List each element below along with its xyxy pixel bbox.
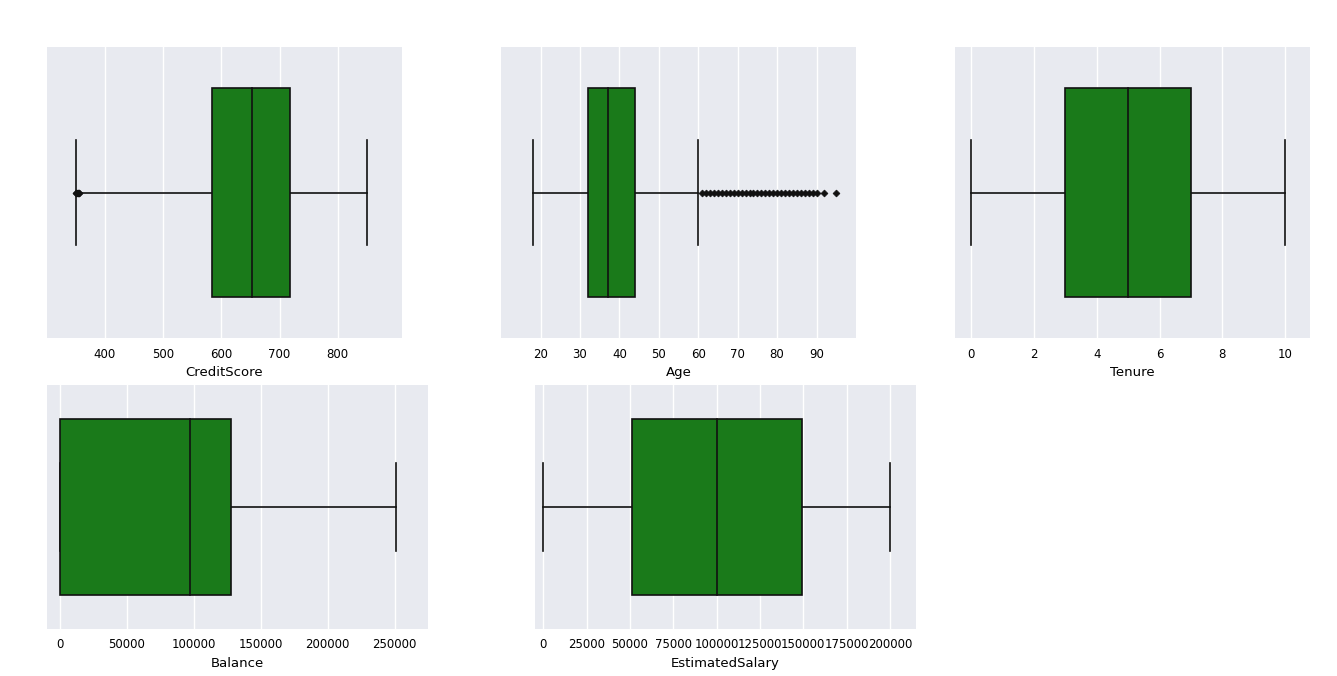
X-axis label: Age: Age [666,366,691,379]
X-axis label: EstimatedSalary: EstimatedSalary [671,657,779,670]
Bar [631,419,802,595]
Bar [60,419,231,595]
X-axis label: Tenure: Tenure [1111,366,1155,379]
Bar [588,88,635,297]
Bar [1066,88,1191,297]
Bar [213,88,290,297]
X-axis label: CreditScore: CreditScore [186,366,263,379]
X-axis label: Balance: Balance [211,657,263,670]
